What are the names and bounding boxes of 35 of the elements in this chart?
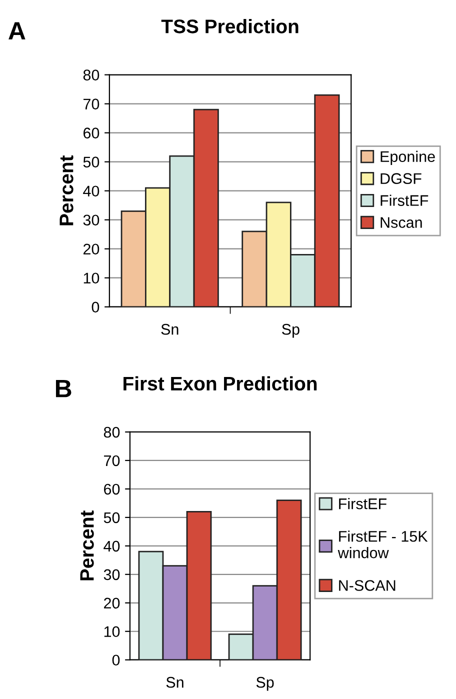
y-tick-label: 40 bbox=[83, 186, 100, 197]
y-tick-label: 70 bbox=[104, 455, 120, 466]
x-tick-label: Sp bbox=[256, 676, 274, 691]
legend-label: FirstEF - 15K window bbox=[338, 530, 428, 558]
y-tick-label: 40 bbox=[104, 540, 120, 552]
text: B bbox=[56, 380, 72, 398]
legend-label: DGSF bbox=[380, 173, 422, 184]
y-tick-label: 50 bbox=[83, 156, 100, 168]
y-tick-label: 80 bbox=[83, 70, 100, 80]
y-axis-title: Percent bbox=[60, 155, 74, 226]
y-tick-label: 30 bbox=[104, 569, 120, 580]
text: A bbox=[8, 22, 26, 40]
legend-label: N-SCAN bbox=[339, 580, 396, 591]
y-tick-label: 10 bbox=[104, 626, 120, 638]
chart-title: First Exon Prediction bbox=[124, 376, 317, 391]
y-tick-label: 0 bbox=[112, 654, 120, 666]
y-tick-label: 0 bbox=[92, 302, 100, 313]
y-tick-label: 20 bbox=[83, 244, 100, 255]
y-tick-label: 60 bbox=[104, 484, 120, 495]
legend-label: FirstEF bbox=[339, 498, 386, 510]
y-tick-label: 10 bbox=[84, 272, 100, 284]
y-axis-title: Percent bbox=[80, 510, 94, 580]
y-tick-label: 50 bbox=[104, 512, 120, 524]
legend-label: Nscan bbox=[380, 217, 422, 228]
y-tick-label: 20 bbox=[104, 598, 120, 609]
y-tick-label: 80 bbox=[104, 426, 120, 438]
legend-label: FirstEF bbox=[380, 194, 428, 206]
chart-title: TSS Prediction bbox=[161, 19, 298, 34]
y-tick-label: 30 bbox=[83, 214, 100, 226]
legend-label: Eponine bbox=[380, 150, 435, 166]
y-tick-label: 70 bbox=[84, 98, 100, 110]
x-tick-label: Sn bbox=[166, 676, 184, 688]
x-tick-label: Sp bbox=[282, 324, 300, 338]
x-tick-label: Sn bbox=[161, 324, 178, 335]
y-tick-label: 60 bbox=[84, 128, 100, 138]
